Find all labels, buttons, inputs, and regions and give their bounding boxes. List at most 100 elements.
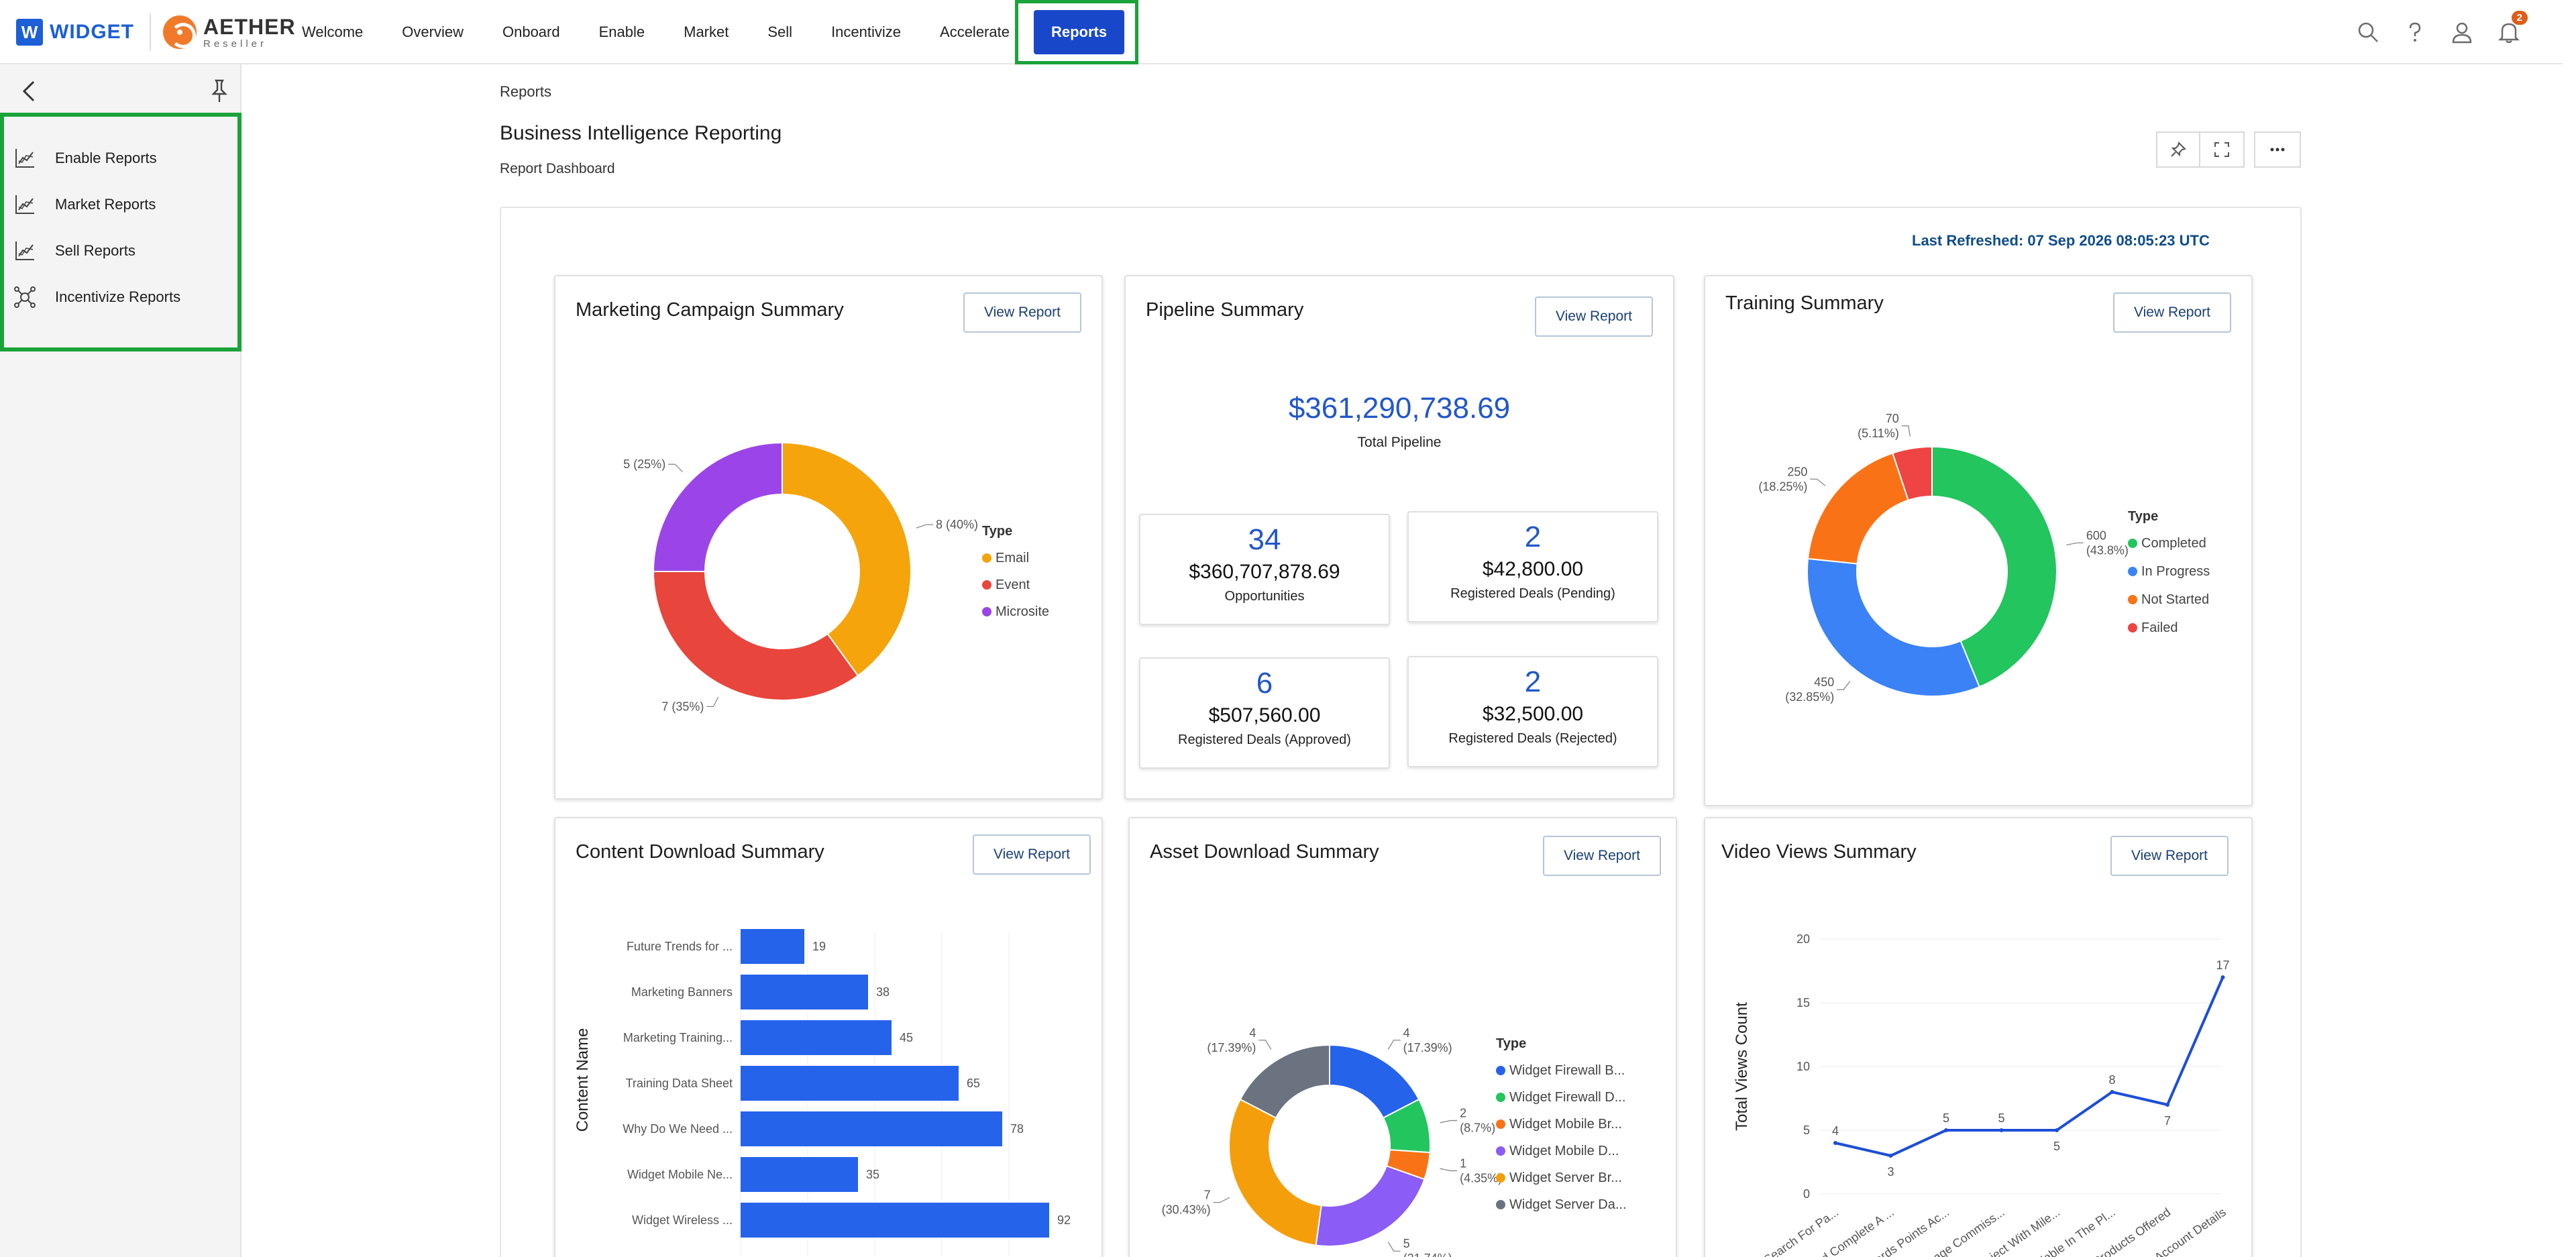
- nav-item-sell[interactable]: Sell: [767, 23, 793, 40]
- logo-divider: [150, 13, 151, 51]
- category-label: Why Do We Need ...: [623, 1122, 733, 1136]
- data-point: [2165, 1103, 2169, 1107]
- legend-swatch: [1496, 1173, 1505, 1183]
- aether-logo[interactable]: AETHER Reseller: [163, 15, 296, 50]
- leader-line: [1258, 1040, 1272, 1050]
- leader-line: [916, 524, 933, 529]
- nav-item-overview[interactable]: Overview: [402, 23, 464, 40]
- view-report-button[interactable]: View Report: [1543, 836, 1661, 876]
- data-label: 35: [866, 1168, 879, 1181]
- legend-item: In Progress: [2141, 564, 2210, 579]
- sidebar-item-sell-reports[interactable]: Sell Reports: [13, 237, 136, 264]
- leader-line: [1440, 1119, 1458, 1124]
- legend-swatch: [1496, 1146, 1505, 1156]
- search-icon[interactable]: [2355, 19, 2381, 46]
- stat-label: Registered Deals (Pending): [1450, 586, 1615, 601]
- data-label: 4: [1249, 1026, 1256, 1040]
- main-nav: Welcome Overview Onboard Enable Market S…: [302, 0, 1138, 64]
- stat-registered-rejected[interactable]: 2 $32,500.00 Registered Deals (Rejected): [1407, 656, 1658, 767]
- user-icon[interactable]: [2449, 19, 2475, 46]
- data-label: 78: [1010, 1122, 1024, 1136]
- view-report-button[interactable]: View Report: [2110, 836, 2229, 876]
- bell-icon[interactable]: 2: [2496, 11, 2528, 46]
- nav-item-welcome[interactable]: Welcome: [302, 23, 364, 40]
- nav-item-enable[interactable]: Enable: [598, 23, 645, 40]
- legend-item: Completed: [2141, 536, 2206, 551]
- axis-title: Total Views Count: [1733, 1002, 1751, 1131]
- legend-item: Event: [996, 578, 1030, 592]
- data-label: (17.39%): [1403, 1041, 1452, 1054]
- training-donut-chart: 600(43.8%) 450(32.85%) 250 (18.25%) 70 (5.11%…: [1758, 412, 2210, 704]
- more-options-button[interactable]: [2254, 131, 2301, 168]
- back-arrow-icon[interactable]: [19, 78, 39, 108]
- view-report-button[interactable]: View Report: [2113, 292, 2231, 333]
- data-point: [2220, 975, 2225, 979]
- nav-item-market[interactable]: Market: [684, 23, 729, 40]
- bar: [741, 1203, 1049, 1238]
- data-label: 17: [2216, 959, 2229, 972]
- stat-label: Registered Deals (Approved): [1178, 732, 1351, 747]
- data-label: 4: [1832, 1124, 1839, 1138]
- sidebar-item-market-reports[interactable]: Market Reports: [13, 191, 156, 218]
- nav-item-incentivize[interactable]: Incentivize: [831, 23, 902, 40]
- widget-logo-text: WIDGET: [50, 21, 134, 43]
- bar: [741, 1066, 959, 1101]
- legend-swatch: [2128, 539, 2137, 548]
- widget-logo[interactable]: W WIDGET: [16, 19, 134, 46]
- donut-slice: [1228, 1098, 1322, 1246]
- legend-title: Type: [1496, 1036, 1526, 1051]
- legend-item: Widget Mobile Br...: [1509, 1117, 1622, 1132]
- stat-opportunities[interactable]: 34 $360,707,878.69 Opportunities: [1139, 514, 1390, 625]
- data-label: 38: [876, 985, 890, 999]
- legend-swatch: [982, 607, 991, 616]
- view-report-button[interactable]: View Report: [1535, 296, 1653, 337]
- stat-amount: $360,707,878.69: [1189, 561, 1340, 583]
- asset-download-card: Asset Download Summary View Report 4 (17.…: [1128, 817, 1677, 1257]
- sidebar-item-incentivize-reports[interactable]: Incentivize Reports: [13, 284, 180, 311]
- pin-icon[interactable]: [209, 78, 229, 108]
- aether-logo-tagline: Reseller: [203, 38, 268, 50]
- leader-line: [668, 463, 683, 472]
- x-tick-label: ...t Account Details: [2139, 1205, 2229, 1257]
- view-report-button[interactable]: View Report: [973, 834, 1091, 875]
- legend-title: Type: [2128, 509, 2158, 524]
- last-refreshed: Last Refreshed: 07 Sep 2026 08:05:23 UTC: [1912, 232, 2210, 249]
- category-label: Future Trends for ...: [627, 940, 733, 953]
- bar: [741, 975, 868, 1009]
- legend-swatch: [2128, 595, 2137, 604]
- data-label: (43.8%): [2086, 543, 2129, 557]
- stat-amount: $42,800.00: [1482, 558, 1584, 580]
- data-label: 450: [1814, 675, 1834, 689]
- page-subtitle: Report Dashboard: [500, 161, 615, 176]
- data-point: [2110, 1090, 2114, 1094]
- data-label: 19: [812, 940, 826, 953]
- stat-registered-pending[interactable]: 2 $42,800.00 Registered Deals (Pending): [1407, 511, 1658, 622]
- legend-item: Widget Firewall B...: [1509, 1063, 1625, 1078]
- data-label: 2: [1460, 1107, 1466, 1120]
- category-label: Widget Wireless ...: [632, 1213, 733, 1227]
- nav-item-onboard[interactable]: Onboard: [502, 23, 560, 40]
- help-icon[interactable]: [2402, 19, 2428, 46]
- breadcrumb[interactable]: Reports: [500, 83, 552, 100]
- pin-dashboard-button[interactable]: [2156, 131, 2200, 168]
- chart-icon: [13, 147, 36, 170]
- aether-logo-icon: [163, 15, 197, 49]
- data-label: 5: [2053, 1140, 2060, 1153]
- video-views-card: Video Views Summary View Report Total Vi…: [1704, 817, 2253, 1257]
- data-label: 8: [2108, 1073, 2115, 1087]
- donut-slice: [1239, 1044, 1330, 1119]
- stat-registered-approved[interactable]: 6 $507,560.00 Registered Deals (Approved…: [1139, 657, 1390, 769]
- leader-line: [1387, 1242, 1401, 1252]
- asset-download-donut-chart: 4(17.39%)2(8.7%)1(4.35%)5(21.74%)7(30.43…: [1162, 1026, 1627, 1257]
- legend-swatch: [2128, 567, 2137, 576]
- bar: [741, 1111, 1002, 1146]
- stat-count: 6: [1256, 667, 1273, 700]
- leader-line: [706, 696, 719, 708]
- stat-amount: $507,560.00: [1208, 704, 1321, 726]
- nav-item-accelerate[interactable]: Accelerate: [940, 23, 1010, 40]
- sidebar-item-enable-reports[interactable]: Enable Reports: [13, 145, 157, 172]
- leader-line: [1837, 680, 1851, 690]
- view-report-button[interactable]: View Report: [963, 292, 1081, 333]
- nav-item-reports[interactable]: Reports: [1014, 0, 1138, 64]
- fullscreen-button[interactable]: [2200, 131, 2245, 168]
